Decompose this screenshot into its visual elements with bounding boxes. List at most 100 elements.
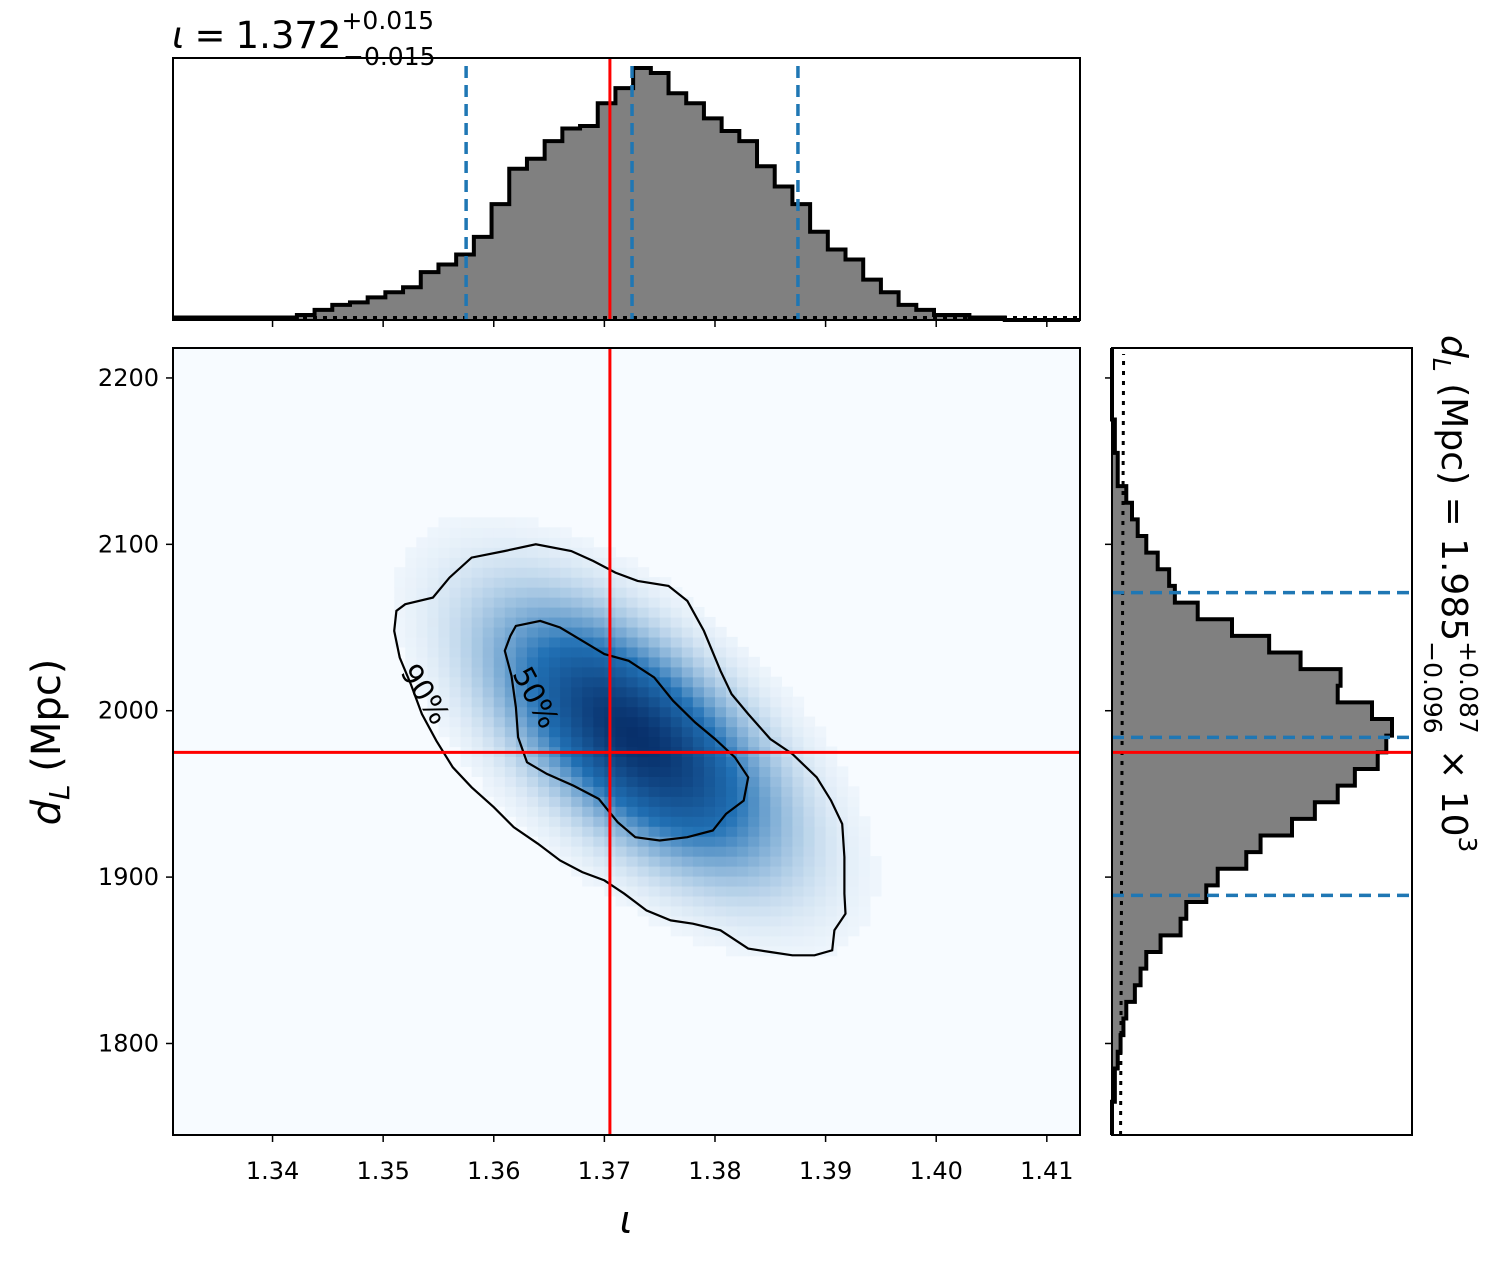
density-cell bbox=[759, 806, 771, 817]
density-cell bbox=[847, 895, 860, 907]
density-cell bbox=[759, 895, 771, 907]
density-cell bbox=[526, 517, 539, 528]
density-cell bbox=[814, 826, 827, 837]
density-cell bbox=[538, 597, 550, 608]
density-cell bbox=[703, 786, 716, 797]
density-cell bbox=[770, 676, 782, 688]
density-cell bbox=[460, 756, 473, 768]
density-cell bbox=[538, 676, 550, 688]
density-cell bbox=[626, 866, 639, 877]
density-cell bbox=[781, 766, 794, 777]
density-cell bbox=[748, 696, 760, 708]
density-cell bbox=[714, 676, 727, 688]
density-cell bbox=[482, 636, 495, 648]
density-cell bbox=[703, 626, 716, 638]
density-cell bbox=[416, 626, 429, 638]
density-cell bbox=[526, 756, 539, 768]
density-cell bbox=[449, 547, 462, 558]
density-cell bbox=[493, 776, 506, 787]
density-cell bbox=[814, 796, 827, 807]
density-cell bbox=[482, 587, 495, 598]
density-cell bbox=[759, 666, 771, 678]
density-cell bbox=[549, 716, 561, 728]
density-cell bbox=[681, 806, 694, 817]
density-cell bbox=[427, 696, 440, 708]
density-cell bbox=[582, 866, 594, 877]
density-cell bbox=[781, 686, 794, 698]
density-cell bbox=[416, 616, 429, 628]
density-cell bbox=[504, 806, 517, 817]
density-cell bbox=[637, 846, 650, 857]
density-cell bbox=[781, 776, 794, 787]
density-cell bbox=[637, 666, 650, 678]
density-cell bbox=[814, 846, 827, 857]
density-cell bbox=[615, 696, 628, 708]
density-cell bbox=[593, 826, 605, 837]
density-cell bbox=[538, 527, 550, 538]
density-cell bbox=[460, 736, 473, 748]
density-cell bbox=[670, 686, 683, 698]
density-cell bbox=[781, 915, 794, 927]
density-cell bbox=[560, 836, 572, 847]
density-cell bbox=[737, 935, 749, 947]
density-cell bbox=[593, 616, 605, 628]
density-cell bbox=[714, 866, 727, 877]
density-cell bbox=[460, 716, 473, 728]
density-cell bbox=[726, 636, 738, 648]
density-cell bbox=[405, 616, 417, 628]
density-cell bbox=[759, 686, 771, 698]
density-cell bbox=[637, 756, 650, 768]
density-cell bbox=[626, 796, 639, 807]
density-cell bbox=[770, 866, 782, 877]
y-tick-label: 2000 bbox=[98, 697, 159, 725]
density-cell bbox=[858, 816, 871, 827]
density-cell bbox=[737, 696, 749, 708]
top-marginal-panel: ι = 1.372+0.015 −0.015 bbox=[172, 6, 1081, 327]
density-cell bbox=[781, 935, 794, 947]
density-cell bbox=[560, 806, 572, 817]
density-cell bbox=[593, 766, 605, 777]
density-cell bbox=[748, 796, 760, 807]
density-cell bbox=[582, 726, 594, 738]
density-cell bbox=[526, 557, 539, 568]
density-cell bbox=[681, 607, 694, 618]
density-cell bbox=[703, 706, 716, 718]
density-cell bbox=[692, 826, 705, 837]
density-cell bbox=[670, 796, 683, 807]
density-cell bbox=[803, 796, 816, 807]
density-cell bbox=[538, 557, 550, 568]
density-cell bbox=[648, 736, 661, 748]
density-cell bbox=[504, 776, 517, 787]
density-cell bbox=[582, 806, 594, 817]
density-cell bbox=[526, 726, 539, 738]
density-cell bbox=[493, 577, 506, 588]
density-cell bbox=[692, 885, 705, 897]
density-cell bbox=[449, 587, 462, 598]
density-cell bbox=[847, 846, 860, 857]
density-cell bbox=[726, 716, 738, 728]
density-cell bbox=[637, 736, 650, 748]
density-cell bbox=[615, 895, 628, 907]
density-cell bbox=[593, 786, 605, 797]
density-cell bbox=[560, 587, 572, 598]
density-cell bbox=[626, 836, 639, 847]
density-cell bbox=[792, 836, 805, 847]
density-cell bbox=[714, 716, 727, 728]
density-cell bbox=[670, 726, 683, 738]
density-cell bbox=[681, 866, 694, 877]
density-cell bbox=[703, 646, 716, 658]
density-cell bbox=[460, 636, 473, 648]
density-cell bbox=[792, 706, 805, 718]
density-cell bbox=[803, 935, 816, 947]
density-cell bbox=[670, 607, 683, 618]
density-cell bbox=[659, 806, 672, 817]
density-cell bbox=[427, 567, 440, 578]
density-cell bbox=[703, 616, 716, 628]
density-cell bbox=[526, 636, 539, 648]
density-cell bbox=[538, 816, 550, 827]
density-cell bbox=[549, 726, 561, 738]
density-cell bbox=[825, 915, 838, 927]
density-cell bbox=[549, 527, 561, 538]
density-cell bbox=[781, 796, 794, 807]
density-cell bbox=[648, 766, 661, 777]
